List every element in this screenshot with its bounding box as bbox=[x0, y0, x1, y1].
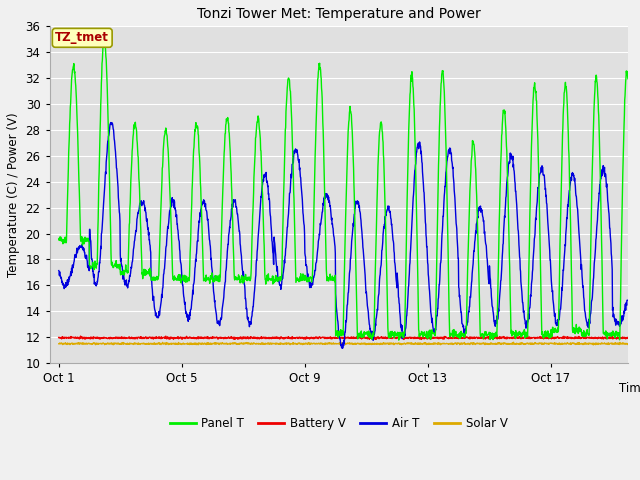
Legend: Panel T, Battery V, Air T, Solar V: Panel T, Battery V, Air T, Solar V bbox=[165, 413, 512, 435]
X-axis label: Time: Time bbox=[619, 382, 640, 395]
Text: TZ_tmet: TZ_tmet bbox=[55, 31, 109, 44]
Title: Tonzi Tower Met: Temperature and Power: Tonzi Tower Met: Temperature and Power bbox=[196, 7, 481, 21]
Y-axis label: Temperature (C) / Power (V): Temperature (C) / Power (V) bbox=[7, 112, 20, 277]
